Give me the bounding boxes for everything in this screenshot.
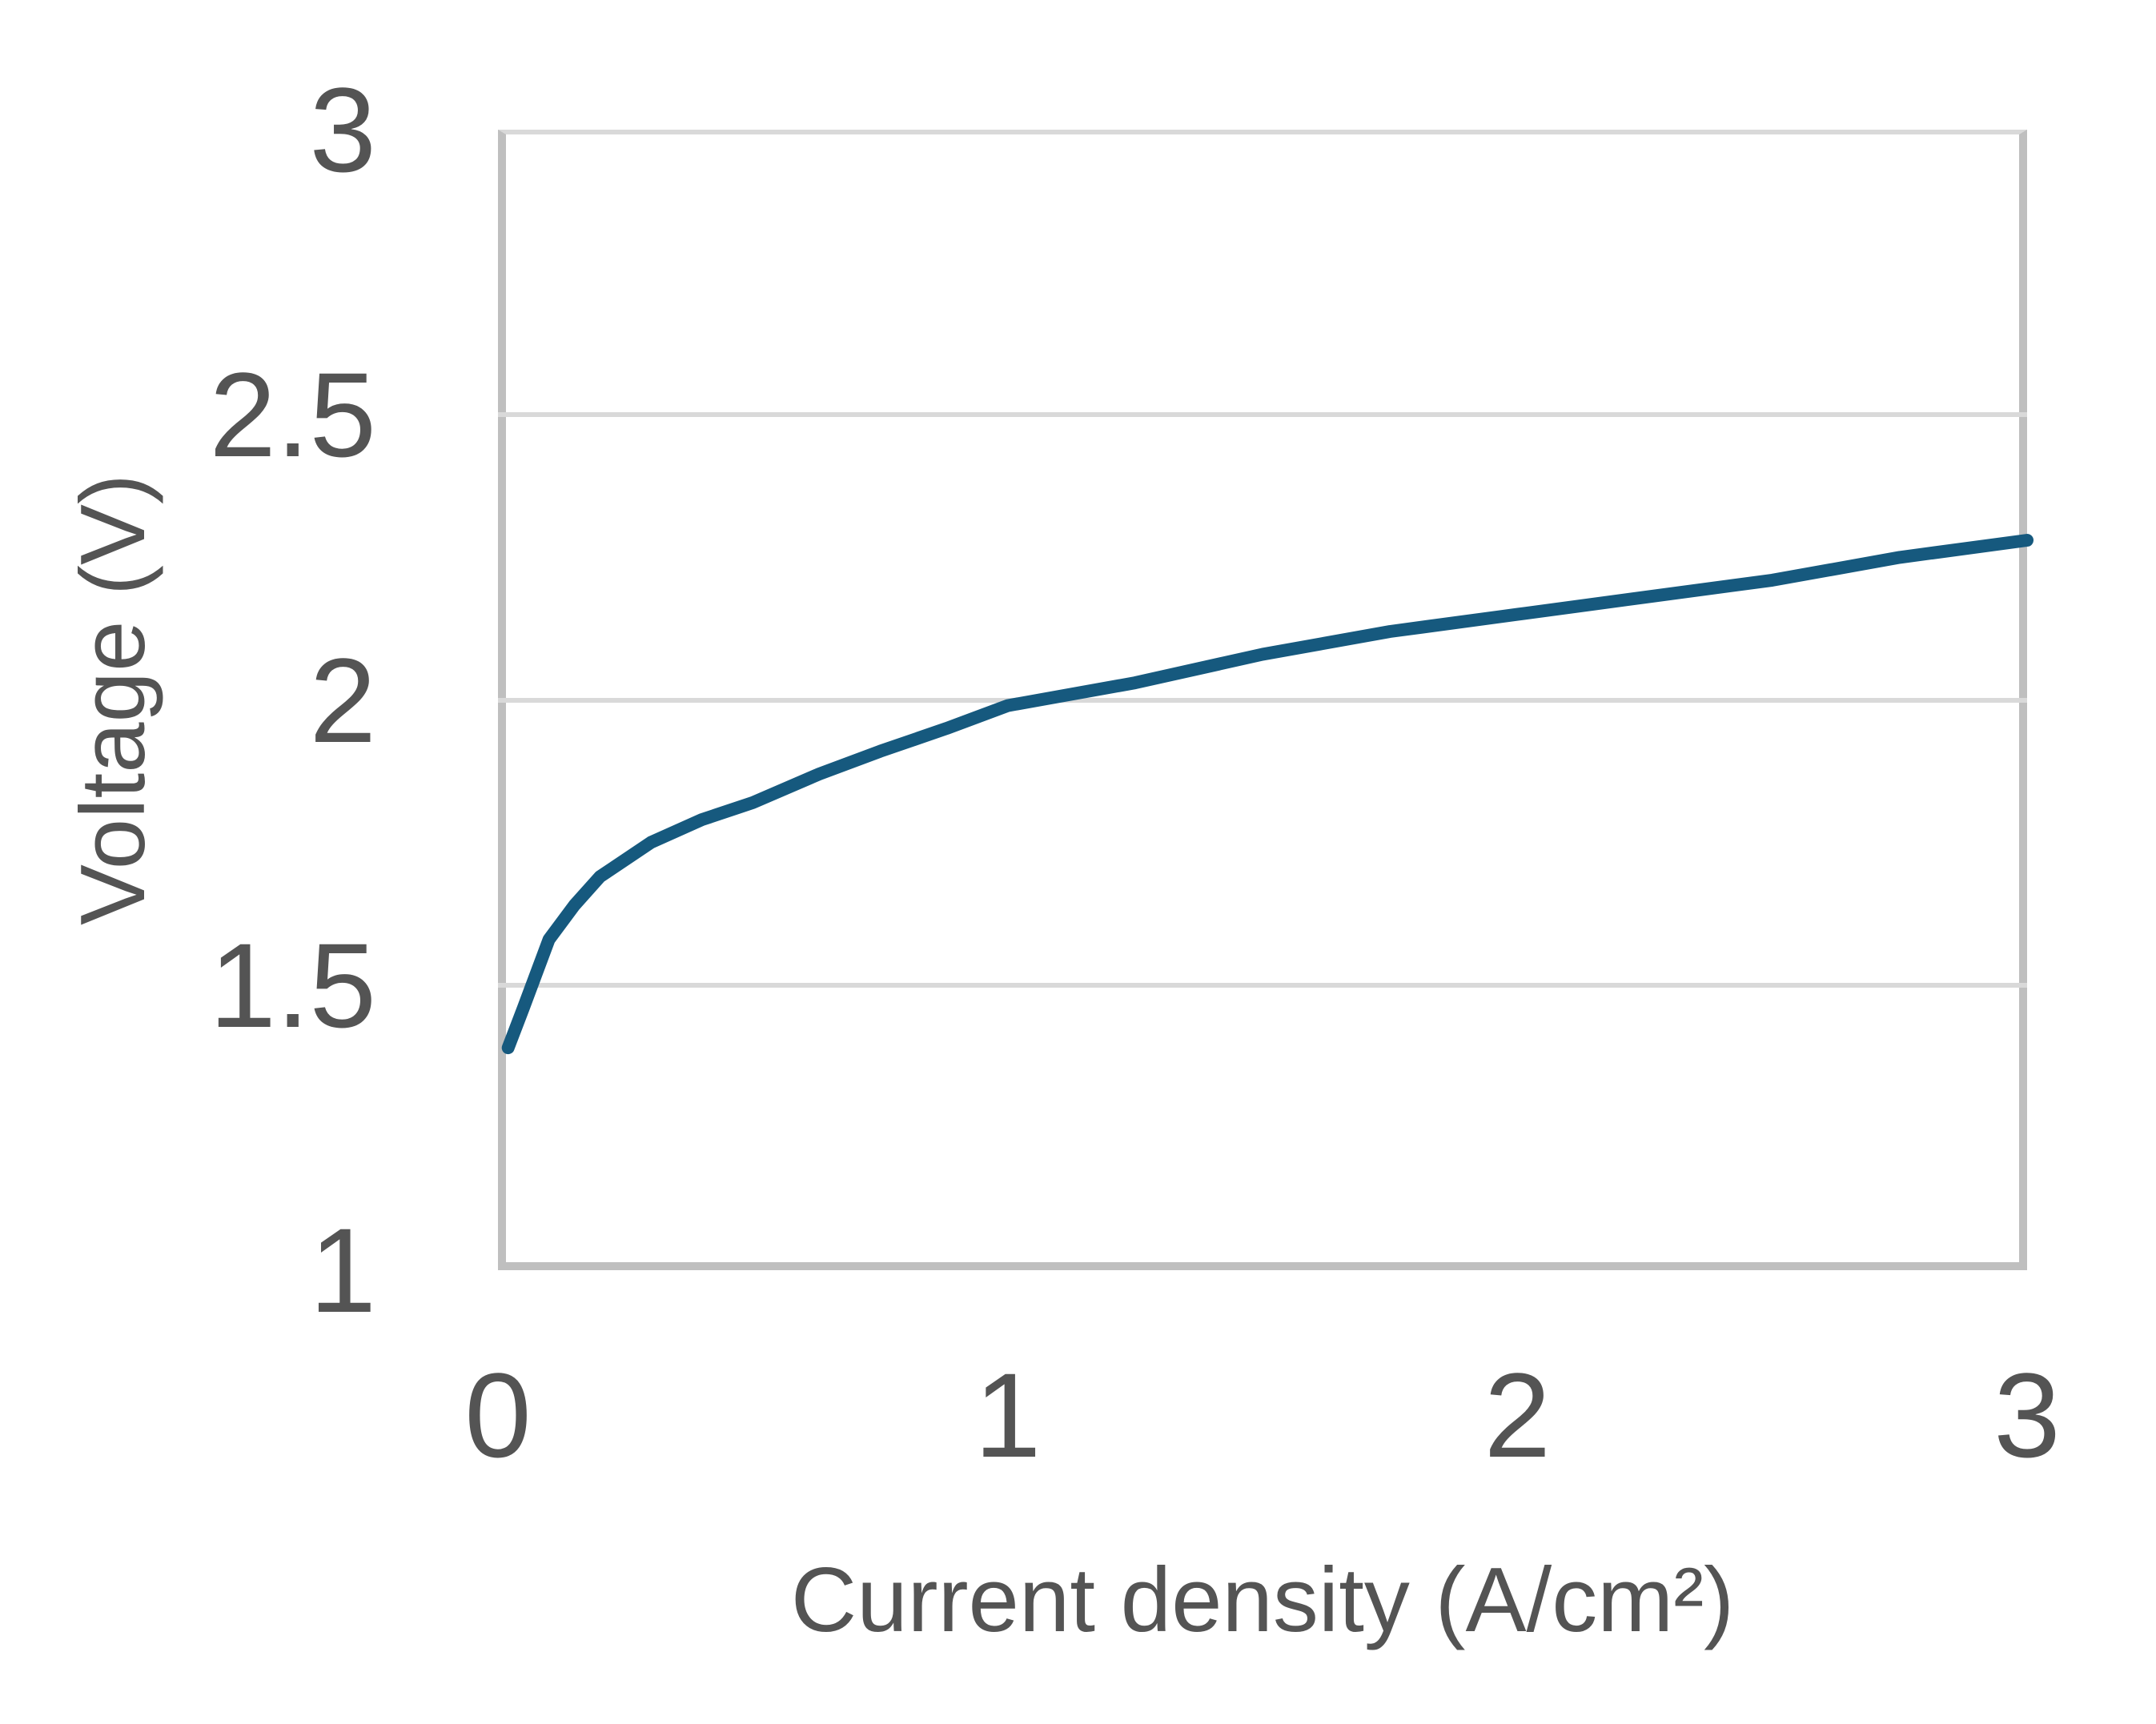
y-axis-tick-label: 1.5	[209, 917, 376, 1052]
y-axis-title: Voltage (V)	[62, 474, 164, 925]
x-axis-tick-label: 3	[1993, 1348, 2061, 1482]
y-axis-tick-label: 2.5	[209, 347, 376, 483]
gridline	[498, 412, 2027, 418]
x-axis-title: Current density (A/cm²)	[790, 1550, 1735, 1651]
x-axis-tick-label: 2	[1484, 1348, 1552, 1482]
gridline	[498, 982, 2027, 988]
x-axis-tick-label: 1	[974, 1348, 1042, 1482]
gridline	[498, 697, 2027, 703]
y-axis-tick-label: 1	[309, 1203, 376, 1337]
x-axis-tick-label: 0	[464, 1348, 532, 1482]
y-axis-tick-label: 2	[309, 632, 376, 768]
y-axis-tick-label: 3	[309, 62, 376, 197]
